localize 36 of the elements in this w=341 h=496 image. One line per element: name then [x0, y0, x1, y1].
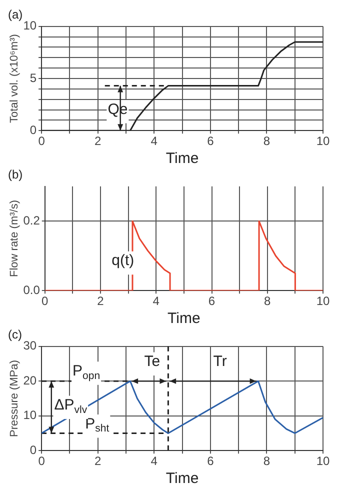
y-tick-label: 0: [30, 122, 37, 137]
x-tick-label: 2: [97, 294, 104, 308]
y-tick-label: 10: [23, 18, 37, 33]
x-tick-label: 8: [263, 134, 270, 148]
x-axis-title: Time: [166, 150, 199, 168]
x-tick-label: 6: [207, 454, 214, 468]
chart-title: (c): [8, 328, 22, 342]
y-tick-label: 30: [23, 338, 37, 353]
y-tick-label: 0.0: [23, 282, 40, 297]
annotation: Tr: [213, 353, 227, 370]
x-tick-label: 2: [94, 454, 102, 468]
x-tick-label: 2: [94, 134, 102, 148]
x-tick-label: 10: [316, 294, 330, 308]
annotation: q(t): [112, 252, 134, 270]
x-axis-title: Time: [168, 310, 200, 328]
y-tick-label: 5: [30, 70, 37, 85]
x-tick-label: 4: [150, 134, 158, 148]
x-tick-label: 10: [316, 454, 330, 468]
x-axis-title: Time: [166, 470, 199, 488]
chart-title: (b): [8, 168, 23, 182]
x-tick-label: 4: [150, 454, 158, 468]
y-axis-title: Flow rate (m³/s): [8, 200, 21, 277]
y-axis-title: Total vol. (x10⁶m³): [8, 34, 21, 123]
x-tick-label: 10: [316, 134, 330, 148]
y-tick-label: 20: [23, 373, 37, 388]
y-axis-title: Pressure (MPa): [8, 360, 21, 438]
y-tick-label: 0: [30, 442, 37, 457]
x-tick-label: 8: [264, 294, 272, 308]
annotation: Te: [144, 353, 160, 370]
y-tick-label: 10: [23, 408, 37, 422]
x-tick-label: 8: [263, 454, 270, 468]
x-tick-label: 4: [152, 294, 160, 308]
y-tick-label: 0.2: [23, 213, 40, 228]
chart-title: (a): [8, 8, 23, 22]
x-tick-label: 6: [207, 134, 214, 148]
x-tick-label: 6: [208, 294, 216, 308]
